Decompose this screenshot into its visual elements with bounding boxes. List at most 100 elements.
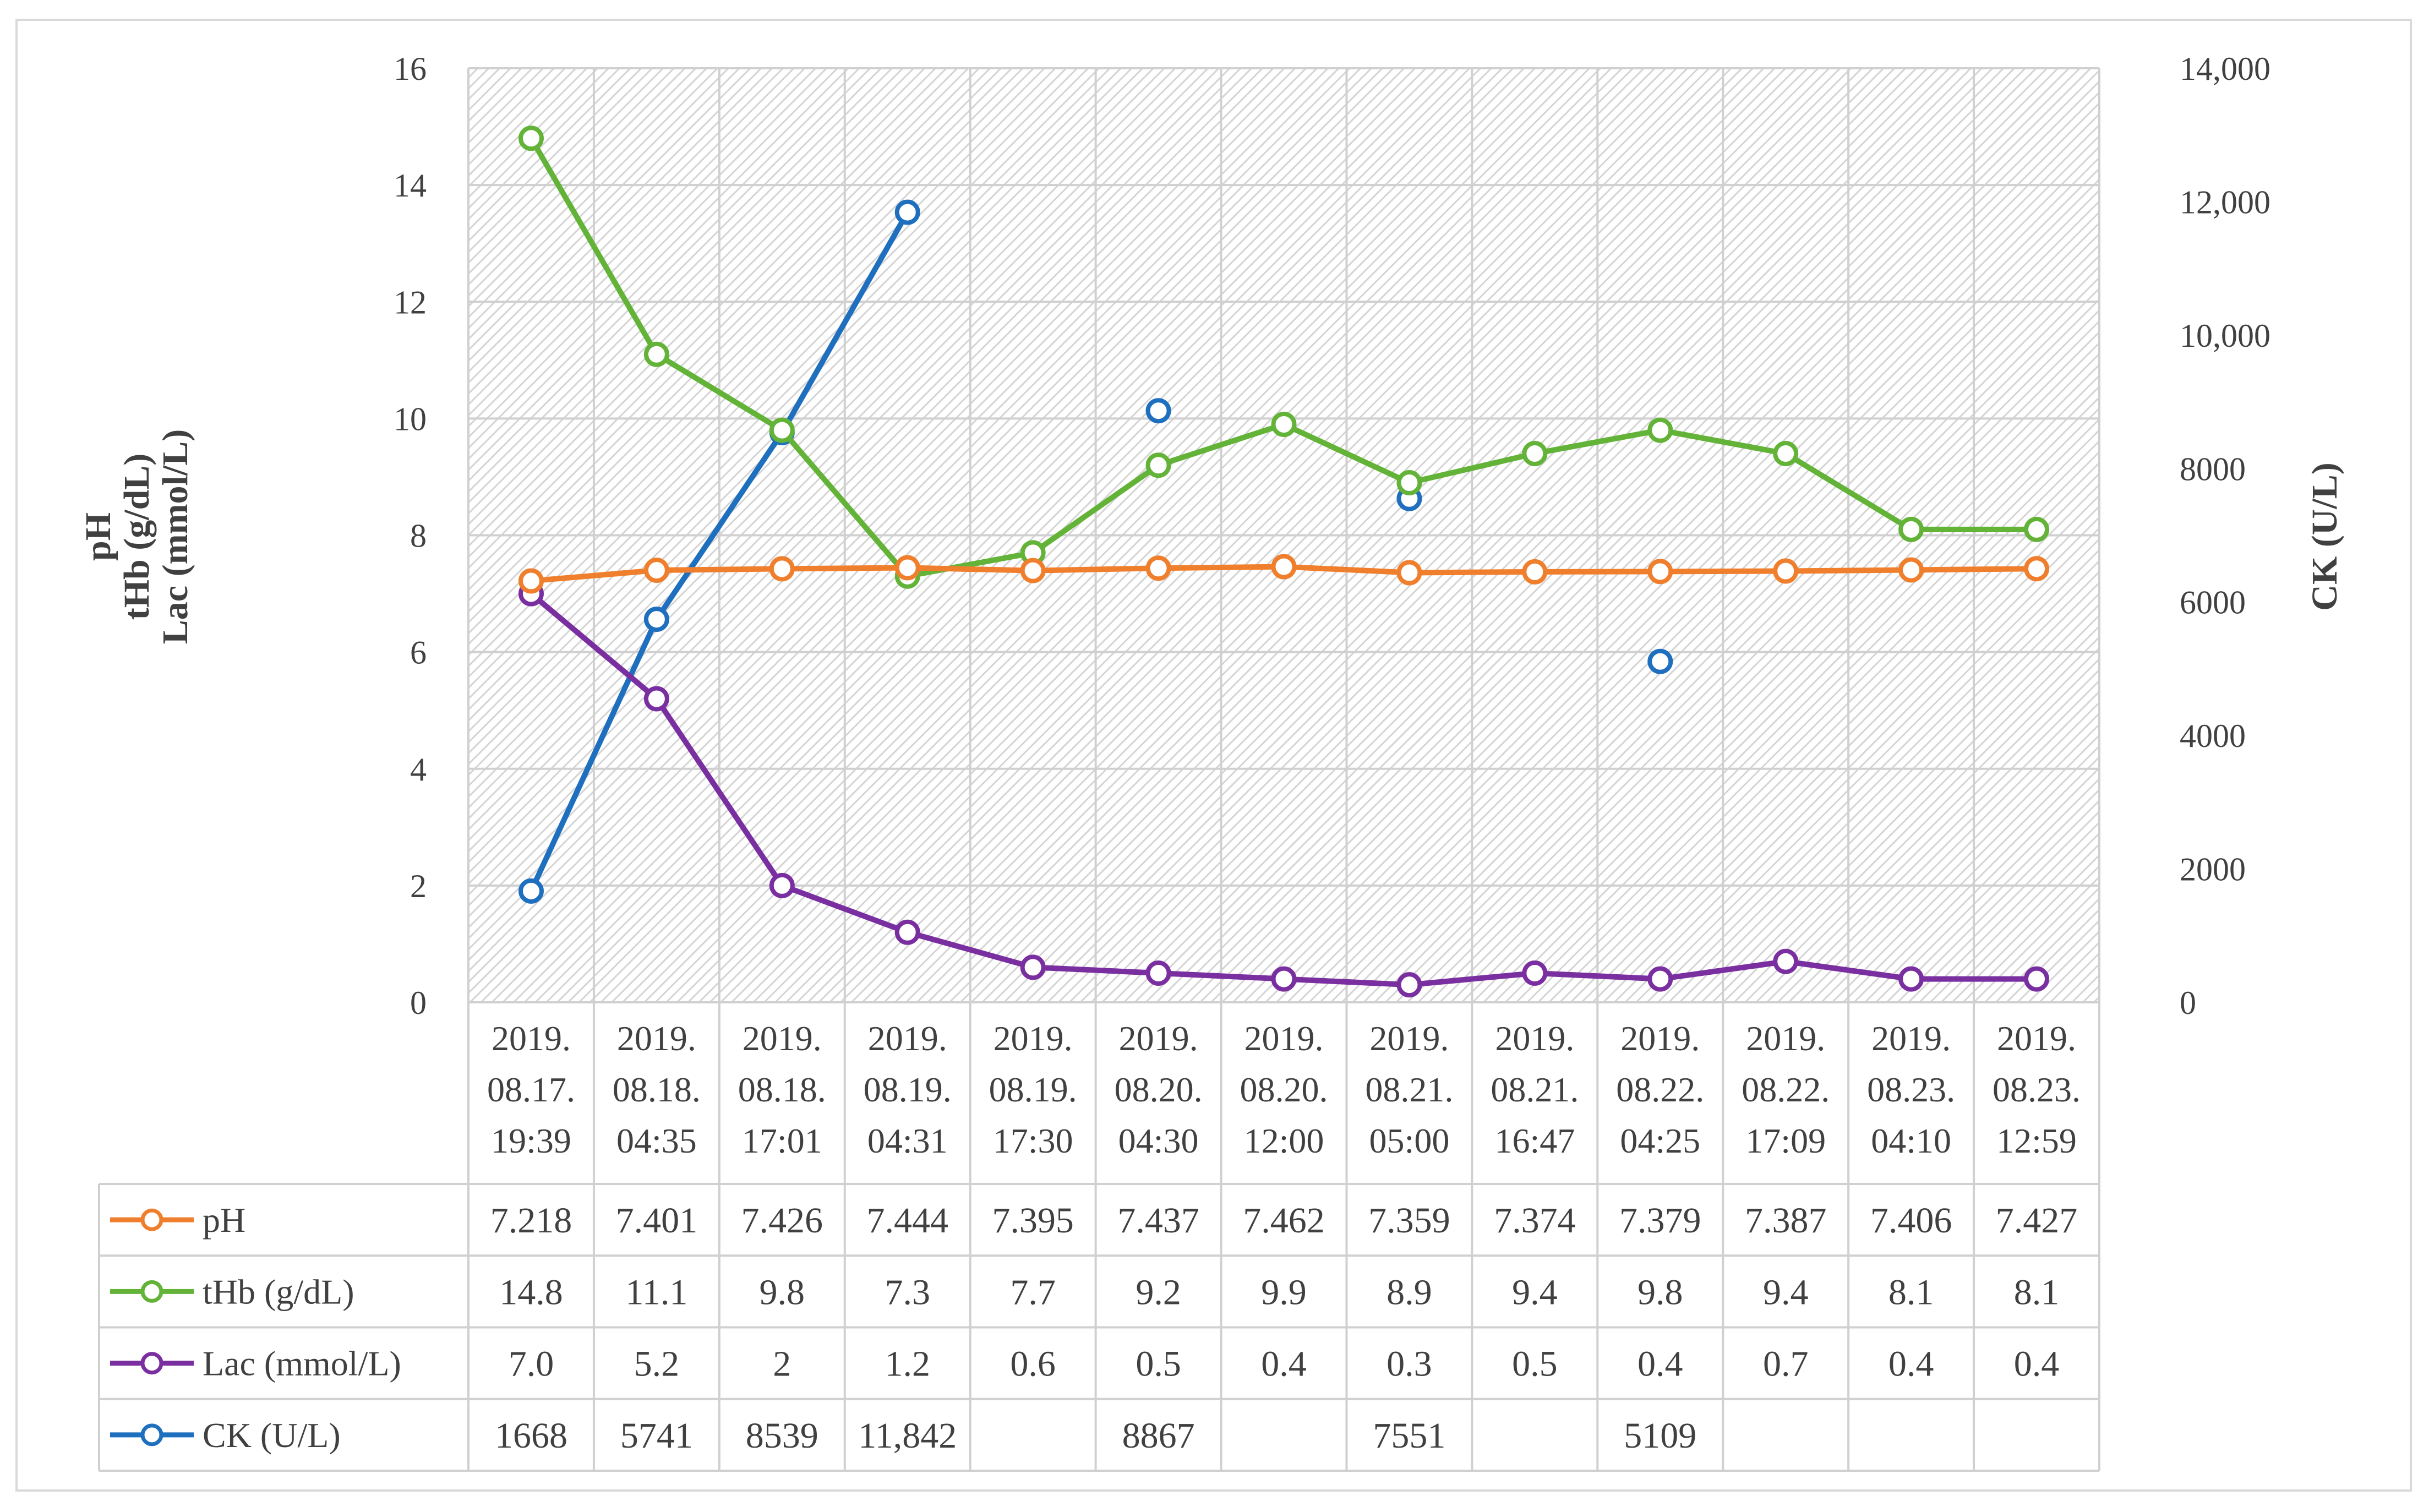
data-point [1522,441,1548,467]
table-cell: 0.3 [1387,1344,1432,1384]
category-label: 04:35 [616,1121,697,1160]
data-point [1396,470,1422,496]
category-label: 08.18. [738,1070,826,1109]
table-cell: 0.4 [1637,1344,1683,1384]
right-axis-title: CK (U/L) [2305,462,2345,610]
legend-marker [140,1280,163,1303]
data-point [518,568,544,594]
category-label: 2019. [1746,1019,1825,1058]
category-label: 2019. [1244,1019,1324,1058]
table-cell: 7.379 [1619,1200,1701,1241]
table-cell: 0.5 [1512,1344,1558,1384]
category-label: 2019. [743,1019,822,1058]
data-point [643,686,669,712]
right-tick-label: 2000 [2180,851,2246,888]
series-lac [518,581,2050,998]
data-point [1773,558,1799,584]
category-label: 08.21. [1491,1070,1579,1109]
left-axis-title-line: pH [78,512,118,561]
legend-marker [140,1352,163,1375]
category-label: 2019. [994,1019,1073,1058]
table-cell: 0.7 [1763,1344,1809,1384]
table-cell: 2 [773,1344,791,1384]
category-label: 08.20. [1240,1070,1328,1109]
data-point [769,872,795,898]
category-label: 17:30 [993,1121,1073,1160]
data-point [894,919,920,945]
category-label: 05:00 [1369,1121,1450,1160]
data-point [769,556,795,582]
table-cell: 7.406 [1870,1200,1952,1241]
category-label: 08.21. [1365,1070,1453,1109]
table-cell: 5.2 [634,1344,680,1384]
data-point [1898,557,1924,583]
series-layer [518,125,2050,998]
table-cell: 7.218 [490,1200,572,1241]
data-point [1647,966,1673,992]
category-label: 08.23. [1867,1070,1955,1109]
data-point [643,607,669,632]
data-point [1271,966,1297,992]
table-cell: 9.8 [760,1272,805,1312]
table-cell: 7.387 [1745,1200,1827,1241]
left-tick-label: 12 [394,284,427,320]
data-point [2024,966,2050,992]
table-cell: 7.437 [1117,1200,1199,1241]
table-cell: 7.7 [1010,1272,1056,1312]
right-tick-label: 6000 [2180,585,2246,621]
data-point [1145,960,1171,986]
table-cell: 5741 [620,1416,693,1456]
data-point [1898,966,1924,992]
table-cell: 1.2 [885,1344,930,1384]
left-axis: 0 2 4 6 8 10 12 14 16 [394,51,427,1021]
category-label: 19:39 [491,1121,571,1160]
left-axis-title-line: Lac (mmol/L) [155,429,195,644]
table-cell: 0.4 [2014,1344,2060,1384]
data-point [643,341,669,367]
category-label: 17:09 [1745,1121,1826,1160]
category-label: 04:10 [1871,1121,1951,1160]
table-cell: 5109 [1624,1416,1696,1456]
category-label: 12:59 [1996,1121,2077,1160]
left-tick-label: 0 [410,985,427,1021]
table-cell: 14.8 [499,1272,563,1312]
right-tick-label: 4000 [2180,718,2246,754]
category-label: 17:01 [742,1121,822,1160]
data-point [1522,960,1548,986]
category-label: 2019. [1495,1019,1574,1058]
category-label: 2019. [492,1019,571,1058]
data-point [643,558,669,583]
data-point [1647,648,1673,674]
gridlines [467,67,2100,1003]
legend-label: Lac (mmol/L) [203,1344,401,1383]
table-cell: 0.6 [1010,1344,1056,1384]
table-cell: 7.426 [741,1200,823,1241]
table-cell: 8.1 [1888,1272,1934,1312]
table-cell: 7.401 [616,1200,698,1241]
axis-titles: pHtHb (g/dL)Lac (mmol/L) CK (U/L) [78,429,2345,644]
data-point [1145,452,1171,478]
category-label: 2019. [617,1019,696,1058]
category-label: 04:30 [1118,1121,1199,1160]
data-point [1396,560,1422,586]
data-point [1271,411,1297,437]
left-tick-label: 16 [394,51,427,87]
table-cell: 7.3 [885,1272,930,1312]
right-tick-label: 8000 [2180,451,2246,487]
category-label: 12:00 [1244,1121,1324,1160]
table-cell: 7551 [1373,1416,1445,1456]
data-point [518,878,544,904]
table-cell: 8.9 [1387,1272,1432,1312]
left-tick-label: 8 [410,518,427,554]
category-label: 08.19. [864,1070,952,1109]
category-label: 2019. [1620,1019,1700,1058]
category-label: 04:31 [867,1121,948,1160]
table-cell: 7.444 [866,1200,948,1241]
table-cell: 8867 [1122,1416,1195,1456]
table-cell: 7.0 [509,1344,554,1384]
left-tick-label: 10 [394,401,427,437]
table-cell: 0.5 [1136,1344,1181,1384]
data-point [1898,516,1924,542]
data-point [1271,554,1297,580]
